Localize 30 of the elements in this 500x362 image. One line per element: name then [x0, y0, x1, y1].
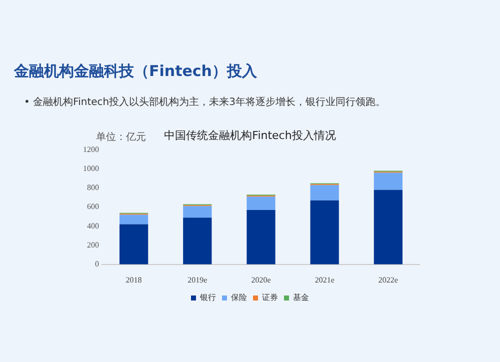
legend-label: 银行 — [199, 293, 216, 302]
y-tick-label: 0 — [95, 259, 99, 268]
bar — [310, 200, 339, 264]
bar — [183, 206, 212, 218]
legend-label: 基金 — [293, 293, 309, 302]
bar — [183, 218, 212, 264]
bar — [310, 185, 339, 200]
bar — [119, 224, 148, 264]
y-tick-label: 1000 — [83, 164, 99, 173]
y-tick-label: 800 — [87, 183, 99, 192]
legend-label: 保险 — [231, 293, 247, 302]
bar — [374, 172, 403, 190]
x-tick-label: 2022e — [378, 275, 398, 284]
y-tick-label: 1200 — [83, 144, 99, 154]
x-tick-label: 2021e — [314, 275, 335, 284]
x-tick-label: 2018 — [126, 275, 142, 284]
y-tick-label: 200 — [87, 240, 99, 250]
x-tick-label: 2020e — [251, 275, 272, 284]
legend-label: 证券 — [262, 293, 278, 302]
chart-subtitle: 中国传统金融机构Fintech投入情况 — [164, 129, 336, 142]
bar — [119, 214, 148, 224]
x-tick-label: 2019e — [188, 275, 208, 284]
y-tick-label: 600 — [87, 202, 99, 212]
bar — [374, 190, 403, 264]
y-axis-title: 单位：亿元 — [96, 130, 146, 144]
text: • 金融机构Fintech投入以头部机构为主，未来3年将逐步增长，银行业同行领跑。 — [24, 96, 386, 109]
bar — [246, 210, 276, 264]
y-tick-label: 400 — [87, 221, 99, 230]
chart-title: 金融机构金融科技（Fintech）投入 — [14, 62, 257, 81]
bar — [246, 196, 276, 210]
